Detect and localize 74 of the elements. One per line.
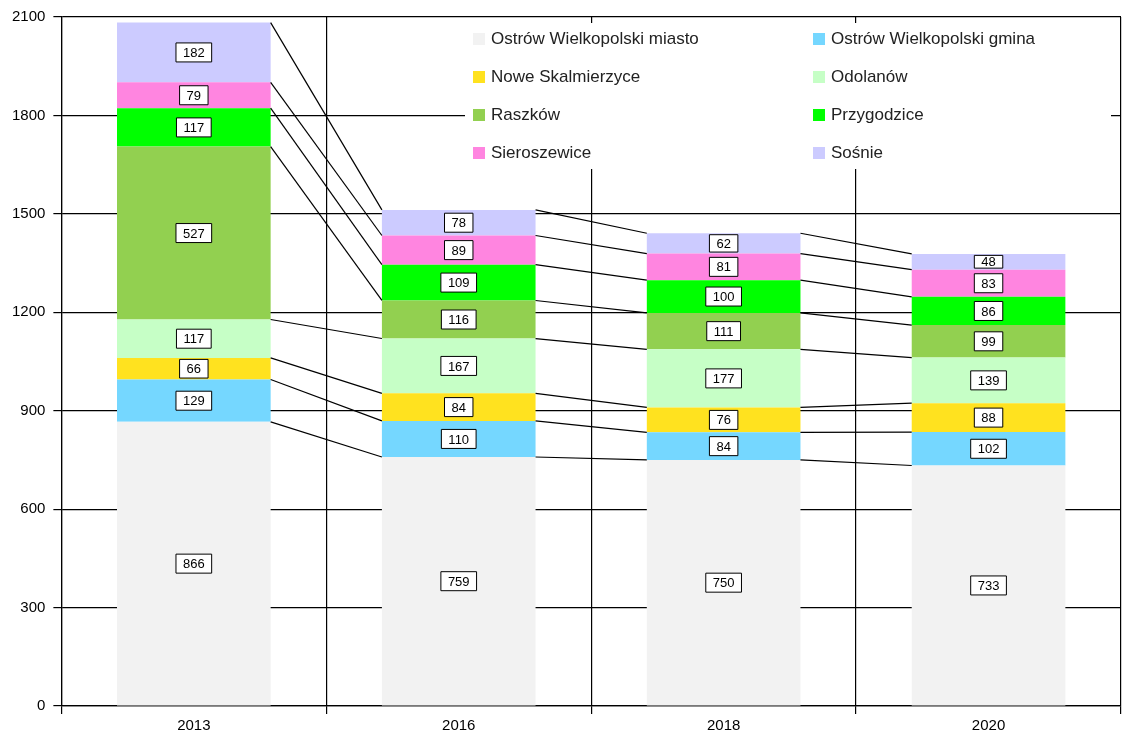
bar [911, 403, 1066, 433]
x-tick-label: 2013 [177, 716, 211, 734]
bar [381, 338, 536, 394]
data-label: 117 [183, 119, 205, 135]
legend-label: Nowe Skalmierzyce [491, 67, 641, 87]
bar [381, 300, 536, 339]
bar [117, 22, 271, 83]
y-tick-label: 300 [20, 597, 46, 615]
bar [911, 432, 1066, 466]
data-label: 81 [716, 259, 731, 275]
y-tick-label: 1500 [11, 204, 46, 221]
bar [646, 432, 801, 460]
bar [646, 349, 801, 408]
data-label: 83 [981, 275, 996, 291]
data-label: 99 [981, 333, 996, 349]
data-label: 111 [713, 323, 734, 339]
data-label: 139 [977, 372, 1000, 388]
bar [911, 325, 1066, 358]
data-label: 84 [451, 399, 466, 415]
x-tick-label: 2020 [971, 716, 1006, 734]
data-label: 167 [447, 358, 470, 374]
data-label: 100 [712, 289, 735, 305]
bar [646, 312, 801, 350]
bar [381, 420, 536, 457]
bar [117, 146, 271, 320]
data-label: 759 [447, 573, 470, 589]
y-tick-label: 2100 [11, 7, 46, 25]
x-tick-label: 2018 [706, 716, 741, 734]
data-label: 66 [186, 361, 202, 377]
data-label: 129 [182, 393, 205, 409]
bar [381, 456, 536, 706]
data-label: 117 [183, 331, 205, 347]
y-tick-label: 0 [37, 696, 46, 714]
y-tick-label: 600 [20, 499, 46, 517]
bar [381, 209, 536, 236]
data-label: 733 [977, 578, 1000, 594]
legend-label: Sieroszewice [491, 143, 592, 163]
bar [117, 379, 271, 422]
data-label: 88 [981, 410, 996, 426]
data-label: 48 [981, 254, 996, 270]
data-label: 89 [451, 242, 466, 258]
bar [381, 393, 536, 421]
legend-label: Ostrów Wielkopolski miasto [491, 29, 699, 49]
data-label: 527 [182, 225, 205, 241]
data-label: 116 [448, 312, 470, 328]
bar [911, 465, 1066, 706]
bar [381, 235, 536, 265]
bar [911, 357, 1066, 404]
data-label: 62 [716, 235, 731, 251]
data-label: 110 [448, 431, 470, 447]
bar [646, 459, 801, 706]
data-label: 182 [182, 45, 205, 61]
bar [117, 108, 271, 147]
data-label: 79 [186, 87, 202, 103]
data-label: 102 [977, 441, 1000, 457]
legend-label: Przygodzice [831, 105, 924, 125]
bar [117, 319, 271, 358]
y-tick-label: 1800 [11, 105, 46, 123]
bar [117, 421, 271, 706]
legend-label: Ostrów Wielkopolski gmina [831, 29, 1036, 49]
data-label: 177 [712, 370, 735, 386]
legend-label: Odolanów [831, 67, 908, 87]
data-label: 866 [182, 556, 205, 572]
data-label: 109 [447, 275, 470, 291]
data-label: 78 [451, 215, 466, 231]
legend-label: Sośnie [831, 143, 883, 163]
data-label: 750 [712, 575, 735, 591]
y-tick-label: 1200 [11, 302, 46, 320]
data-label: 86 [981, 303, 996, 319]
y-tick-label: 900 [20, 400, 46, 418]
x-tick-label: 2016 [442, 716, 476, 734]
data-label: 84 [716, 438, 731, 454]
data-label: 76 [716, 412, 731, 428]
legend-label: Raszków [491, 105, 560, 125]
